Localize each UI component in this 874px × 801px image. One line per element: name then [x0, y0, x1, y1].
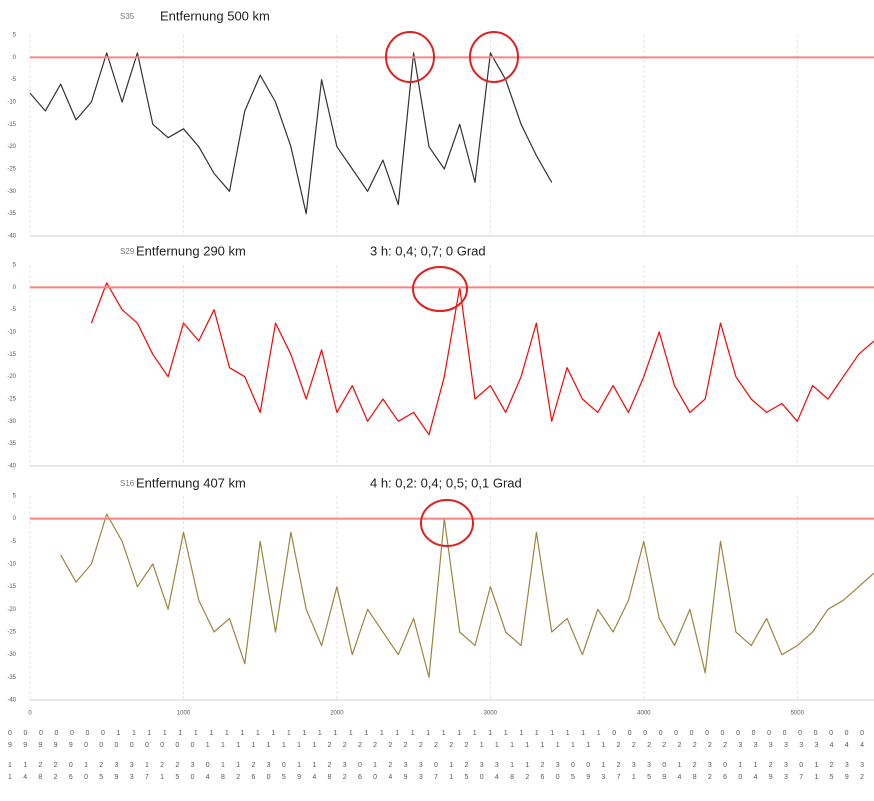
- x-tick-label: 4000: [637, 711, 651, 717]
- y-tick-label: 0: [13, 285, 17, 291]
- data-line: [90, 282, 874, 436]
- time-row: 9 9 9 9 9 0 0 0 0 0 0 0 0 1 1 1 1 1 1 1 …: [8, 742, 864, 749]
- y-tick-label: -30: [7, 652, 16, 658]
- highlight-circles: [385, 31, 519, 547]
- y-tick-label: -35: [7, 441, 16, 447]
- x-tick-label: 2000: [330, 711, 344, 717]
- time-row: 0 0 0 0 0 0 0 1 1 1 1 1 1 1 1 1 1 1 1 1 …: [8, 730, 864, 737]
- chart-title: Entfernung 290 km: [136, 243, 246, 258]
- y-tick-label: -40: [7, 464, 16, 470]
- y-tick-label: -40: [7, 234, 16, 240]
- y-tick-label: -35: [7, 211, 16, 217]
- y-tick-label: -5: [11, 307, 17, 313]
- time-row: 1 4 8 2 6 0 5 9 3 7 1 5 0 4 8 2 6 0 5 9 …: [8, 774, 864, 781]
- highlight-circle: [385, 31, 435, 83]
- y-tick-label: -35: [7, 675, 16, 681]
- y-tick-label: -30: [7, 189, 16, 195]
- x-tick-label: 5000: [791, 711, 805, 717]
- series-label: S16: [120, 479, 135, 488]
- y-tick-label: -15: [7, 122, 16, 128]
- chart-title: Entfernung 407 km: [136, 475, 246, 490]
- y-tick-label: 5: [13, 263, 17, 269]
- y-tick-label: 0: [13, 516, 17, 522]
- y-tick-label: -30: [7, 419, 16, 425]
- annotation: 3 h: 0,4; 0,7; 0 Grad: [370, 243, 486, 258]
- y-tick-label: -40: [7, 698, 16, 704]
- x-tick-label: 0: [28, 711, 32, 717]
- highlight-circle: [420, 499, 474, 547]
- y-tick-label: 0: [13, 55, 17, 61]
- x-tick-label: 1000: [177, 711, 191, 717]
- annotation: 4 h: 0,2: 0,4; 0,5; 0,1 Grad: [370, 475, 522, 490]
- y-tick-label: -10: [7, 562, 16, 568]
- y-tick-label: -15: [7, 584, 16, 590]
- x-tick-label: 3000: [484, 711, 498, 717]
- y-tick-label: -15: [7, 352, 16, 358]
- data-line: [29, 52, 553, 215]
- y-tick-label: -25: [7, 397, 16, 403]
- y-tick-label: -25: [7, 630, 16, 636]
- y-tick-label: -20: [7, 374, 16, 380]
- y-tick-label: 5: [13, 494, 17, 500]
- series-label: S35: [120, 12, 135, 21]
- y-tick-label: -20: [7, 144, 16, 150]
- y-tick-label: -25: [7, 167, 16, 173]
- y-tick-label: -5: [11, 77, 17, 83]
- series-label: S29: [120, 247, 135, 256]
- data-line: [60, 513, 874, 678]
- highlight-circle: [412, 266, 468, 312]
- y-tick-label: 5: [13, 33, 17, 39]
- chart-title: Entfernung 500 km: [160, 8, 270, 23]
- y-tick-label: -10: [7, 100, 16, 106]
- time-row: 1 1 2 2 0 1 2 3 3 1 2 2 3 0 1 1 2 3 0 1 …: [8, 762, 864, 769]
- y-tick-label: -20: [7, 607, 16, 613]
- y-tick-label: -5: [11, 539, 17, 545]
- highlight-circle: [469, 31, 519, 83]
- y-tick-label: -10: [7, 330, 16, 336]
